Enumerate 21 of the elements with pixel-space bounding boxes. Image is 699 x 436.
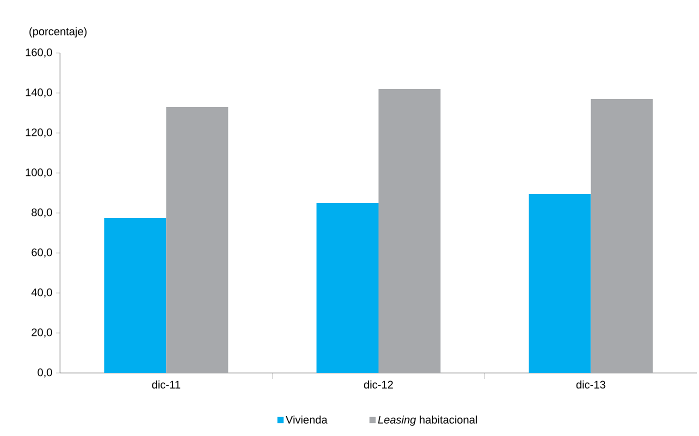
y-tick-label: 100,0 <box>26 168 52 178</box>
bar <box>378 88 441 373</box>
y-tick-label: 80,0 <box>32 208 52 218</box>
y-tick-label: 160,0 <box>26 48 52 58</box>
y-tick-label: 140,0 <box>26 88 52 98</box>
y-tick-label: 120,0 <box>26 128 52 138</box>
y-tick-label: 20,0 <box>32 328 52 338</box>
bar <box>316 202 379 373</box>
y-tick-label: 40,0 <box>31 288 52 298</box>
x-tick-label: dic-11 <box>152 380 180 389</box>
x-tick-label: dic-13 <box>576 380 606 389</box>
bar <box>104 218 166 373</box>
y-tick-label: 60,0 <box>32 248 52 258</box>
bar <box>590 98 653 373</box>
legend-label: Vivienda <box>286 416 328 424</box>
x-tick-label: dic-12 <box>364 380 393 389</box>
bar <box>528 194 591 373</box>
legend-label: Leasing habitacional <box>378 416 477 426</box>
y-axis-title: (porcentaje) <box>29 27 87 38</box>
bar <box>166 106 228 373</box>
y-tick-label: 0,0 <box>38 368 52 378</box>
